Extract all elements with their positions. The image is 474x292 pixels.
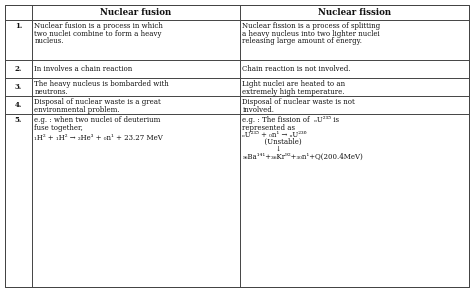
Text: ₁H² + ₁H² → ₂He³ + ₀n¹ + 23.27 MeV: ₁H² + ₁H² → ₂He³ + ₀n¹ + 23.27 MeV [35, 134, 163, 142]
Text: Nuclear fusion is a process in which: Nuclear fusion is a process in which [35, 22, 164, 30]
Text: Chain reaction is not involved.: Chain reaction is not involved. [243, 65, 351, 73]
Text: 4.: 4. [15, 101, 22, 109]
Text: neutrons.: neutrons. [35, 88, 68, 96]
Text: e.g. : The fission of  ₒU²³⁵ is: e.g. : The fission of ₒU²³⁵ is [243, 117, 339, 124]
Text: releasing large amount of energy.: releasing large amount of energy. [243, 37, 363, 45]
Text: extremely high temperature.: extremely high temperature. [243, 88, 345, 96]
Text: ↓: ↓ [243, 145, 282, 153]
Text: 3.: 3. [15, 83, 22, 91]
Text: Nuclear fission is a process of splitting: Nuclear fission is a process of splittin… [243, 22, 381, 30]
Text: Disposal of nuclear waste is a great: Disposal of nuclear waste is a great [35, 98, 161, 107]
Text: The heavy nucleus is bombarded with: The heavy nucleus is bombarded with [35, 81, 169, 88]
Text: Disposal of nuclear waste is not: Disposal of nuclear waste is not [243, 98, 355, 107]
Text: 2.: 2. [15, 65, 22, 73]
Text: a heavy nucleus into two lighter nuclei: a heavy nucleus into two lighter nuclei [243, 30, 380, 38]
Text: represented as: represented as [243, 124, 295, 132]
Text: two nuclei combine to form a heavy: two nuclei combine to form a heavy [35, 30, 162, 38]
Text: ₅₆Ba¹⁴¹+₃₆Kr⁹²+₃₀n¹+Q(200.4MeV): ₅₆Ba¹⁴¹+₃₆Kr⁹²+₃₀n¹+Q(200.4MeV) [243, 152, 363, 161]
Text: environmental problem.: environmental problem. [35, 106, 120, 114]
Text: nucleus.: nucleus. [35, 37, 64, 45]
Text: In involves a chain reaction: In involves a chain reaction [35, 65, 133, 73]
Text: involved.: involved. [243, 106, 274, 114]
Text: Nuclear fission: Nuclear fission [318, 8, 391, 17]
Text: Nuclear fusion: Nuclear fusion [100, 8, 172, 17]
Text: Light nuclei are heated to an: Light nuclei are heated to an [243, 81, 346, 88]
Text: fuse together,: fuse together, [35, 124, 83, 132]
Text: e.g. : when two nuclei of deuterium: e.g. : when two nuclei of deuterium [35, 117, 161, 124]
Text: 5.: 5. [15, 117, 22, 124]
Text: (Unstable): (Unstable) [243, 138, 302, 146]
Text: ₒU²³⁵ + ₀n¹ → ₒU²³⁶: ₒU²³⁵ + ₀n¹ → ₒU²³⁶ [243, 131, 307, 139]
Text: 1.: 1. [15, 22, 22, 30]
